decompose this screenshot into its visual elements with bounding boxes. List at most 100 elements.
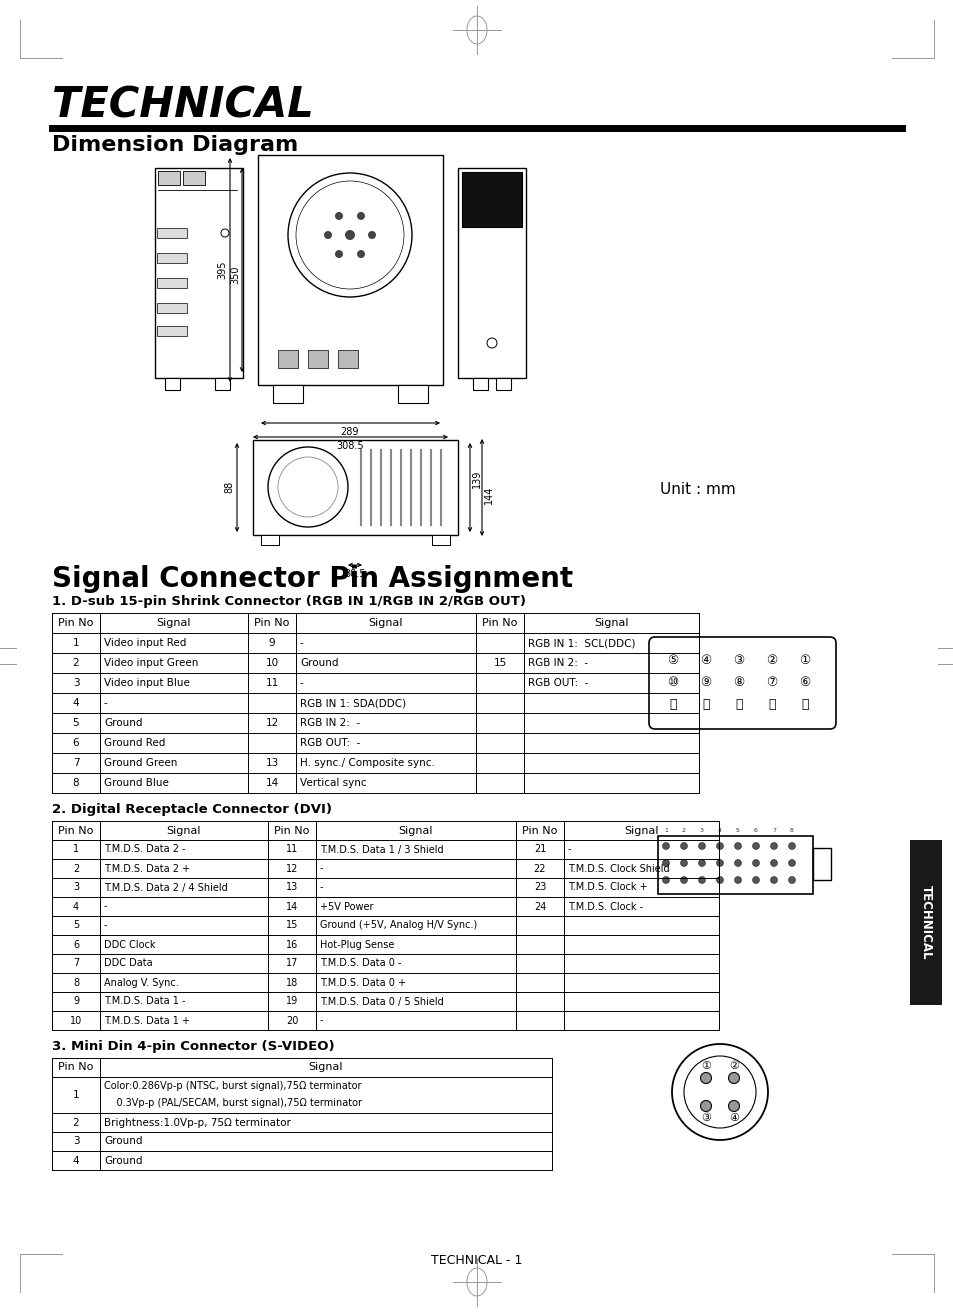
Text: 11: 11 (286, 845, 297, 854)
Text: Video input Red: Video input Red (104, 638, 186, 648)
Text: Pin No: Pin No (58, 618, 93, 628)
Text: 6: 6 (72, 737, 79, 748)
Text: 13: 13 (265, 758, 278, 768)
Text: Ground: Ground (299, 659, 338, 668)
Bar (214, 378, 230, 390)
Text: 5: 5 (72, 718, 79, 728)
Text: -: - (319, 863, 323, 874)
Text: T.M.D.S. Data 2 -: T.M.D.S. Data 2 - (104, 845, 186, 854)
Circle shape (661, 859, 669, 866)
Text: Signal: Signal (309, 1063, 343, 1072)
Circle shape (698, 859, 705, 866)
Text: 7: 7 (72, 959, 79, 968)
Bar (496, 378, 511, 390)
Circle shape (324, 231, 332, 239)
Text: ⑨: ⑨ (700, 677, 711, 690)
Circle shape (770, 859, 777, 866)
Bar (157, 325, 187, 336)
Text: 289: 289 (340, 426, 359, 437)
Text: Ground: Ground (104, 1156, 142, 1165)
Bar (308, 350, 328, 367)
Bar (397, 384, 428, 403)
Bar (432, 535, 450, 544)
Bar (812, 848, 830, 880)
Text: 3: 3 (72, 678, 79, 687)
Text: Pin No: Pin No (58, 825, 93, 836)
Text: TECHNICAL: TECHNICAL (52, 85, 314, 127)
Circle shape (679, 842, 687, 849)
Text: TECHNICAL - 1: TECHNICAL - 1 (431, 1253, 522, 1266)
Text: 4: 4 (718, 828, 721, 833)
Text: T.M.D.S. Data 1 -: T.M.D.S. Data 1 - (104, 997, 185, 1006)
Circle shape (752, 842, 759, 849)
Text: 144: 144 (483, 485, 494, 504)
Text: RGB OUT:  -: RGB OUT: - (527, 678, 588, 687)
Text: 7: 7 (72, 758, 79, 768)
Text: Video input Green: Video input Green (104, 659, 198, 668)
Text: ③: ③ (700, 1113, 710, 1123)
Text: 3: 3 (72, 883, 79, 892)
Circle shape (698, 842, 705, 849)
Circle shape (356, 251, 365, 258)
Text: 2: 2 (72, 863, 79, 874)
Text: Pin No: Pin No (521, 825, 558, 836)
Text: 2: 2 (72, 659, 79, 668)
Text: -: - (104, 698, 108, 708)
Text: 21: 21 (534, 845, 546, 854)
Text: 12: 12 (265, 718, 278, 728)
Text: ⑬: ⑬ (735, 698, 742, 711)
Text: Color:0.286Vp-p (NTSC, burst signal),75Ω terminator: Color:0.286Vp-p (NTSC, burst signal),75Ω… (104, 1081, 361, 1092)
Text: T.M.D.S. Data 2 +: T.M.D.S. Data 2 + (104, 863, 190, 874)
Text: 4: 4 (72, 698, 79, 708)
Text: -: - (299, 638, 303, 648)
Text: 15: 15 (493, 659, 506, 668)
Bar (157, 228, 187, 237)
Text: ③: ③ (733, 655, 744, 668)
Text: 5: 5 (736, 828, 740, 833)
Text: -: - (567, 845, 571, 854)
Circle shape (752, 876, 759, 883)
Text: Ground (+5V, Analog H/V Sync.): Ground (+5V, Analog H/V Sync.) (319, 921, 476, 930)
Text: 2: 2 (72, 1118, 79, 1127)
Bar (165, 378, 180, 390)
Circle shape (700, 1072, 711, 1084)
Text: 139: 139 (472, 470, 481, 488)
Text: RGB OUT:  -: RGB OUT: - (299, 737, 360, 748)
Text: 4: 4 (72, 1156, 79, 1165)
Circle shape (335, 251, 343, 258)
Circle shape (770, 876, 777, 883)
Circle shape (679, 859, 687, 866)
Bar (277, 350, 297, 367)
Circle shape (728, 1072, 739, 1084)
Circle shape (368, 231, 375, 239)
Bar (909, 840, 941, 1005)
Bar (461, 172, 521, 227)
Text: 13: 13 (286, 883, 297, 892)
Text: 1: 1 (663, 828, 667, 833)
Text: RGB IN 1:  SCL(DDC): RGB IN 1: SCL(DDC) (527, 638, 635, 648)
Circle shape (356, 213, 365, 220)
Text: H. sync./ Composite sync.: H. sync./ Composite sync. (299, 758, 435, 768)
Circle shape (788, 842, 795, 849)
Text: Ground Blue: Ground Blue (104, 778, 169, 789)
Circle shape (661, 842, 669, 849)
Text: Pin No: Pin No (274, 825, 310, 836)
Text: Ground Red: Ground Red (104, 737, 165, 748)
Circle shape (700, 1101, 711, 1111)
Text: 0.3Vp-p (PAL/SECAM, burst signal),75Ω terminator: 0.3Vp-p (PAL/SECAM, burst signal),75Ω te… (104, 1098, 361, 1109)
Text: T.M.D.S. Data 0 -: T.M.D.S. Data 0 - (319, 959, 401, 968)
Text: ④: ④ (728, 1113, 739, 1123)
Text: Hot-Plug Sense: Hot-Plug Sense (319, 939, 394, 950)
Text: 22: 22 (533, 863, 546, 874)
Text: Dimension Diagram: Dimension Diagram (52, 135, 298, 155)
Text: T.M.D.S. Clock +: T.M.D.S. Clock + (567, 883, 647, 892)
Text: 5: 5 (72, 921, 79, 930)
Bar (253, 440, 457, 535)
Bar (157, 253, 187, 262)
Text: T.M.D.S. Data 1 / 3 Shield: T.M.D.S. Data 1 / 3 Shield (319, 845, 443, 854)
Text: 8: 8 (72, 977, 79, 988)
Text: Signal: Signal (623, 825, 659, 836)
Text: 7: 7 (771, 828, 775, 833)
Bar (157, 278, 187, 289)
Text: 23: 23 (534, 883, 546, 892)
